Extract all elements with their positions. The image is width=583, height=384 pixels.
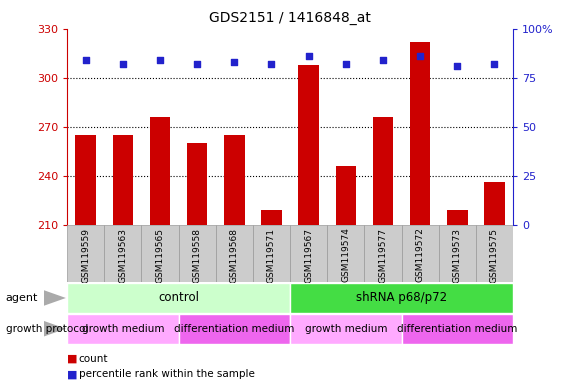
Point (118, 61, 128, 67)
Text: GSM119568: GSM119568 (230, 227, 239, 283)
Bar (484, 182, 505, 225)
Point (267, 61, 276, 67)
Bar (364, 225, 402, 282)
Bar (402, 225, 438, 282)
Bar (67, 225, 104, 282)
Point (192, 61, 202, 67)
Text: GSM119572: GSM119572 (416, 227, 424, 282)
Text: differentiation medium: differentiation medium (174, 324, 294, 334)
Bar (261, 210, 282, 225)
Text: GSM119575: GSM119575 (490, 227, 499, 283)
Point (452, 63, 462, 69)
Bar (290, 225, 327, 282)
Text: agent: agent (6, 293, 38, 303)
Text: GSM119577: GSM119577 (378, 227, 388, 283)
Bar (216, 225, 253, 282)
Bar (298, 65, 319, 225)
Polygon shape (44, 321, 66, 336)
Text: differentiation medium: differentiation medium (397, 324, 518, 334)
Bar (178, 314, 290, 344)
Bar (327, 225, 364, 282)
Text: GSM119559: GSM119559 (81, 227, 90, 283)
Polygon shape (44, 290, 66, 306)
Text: GSM119563: GSM119563 (118, 227, 127, 283)
Point (81, 57, 90, 63)
Point (230, 59, 239, 65)
Text: count: count (79, 354, 108, 364)
Text: GSM119558: GSM119558 (192, 227, 202, 283)
Text: GSM119574: GSM119574 (341, 227, 350, 282)
Text: percentile rank within the sample: percentile rank within the sample (79, 369, 255, 379)
Bar (67, 314, 178, 344)
Bar (141, 225, 178, 282)
Bar (150, 117, 170, 225)
Text: growth medium: growth medium (82, 324, 164, 334)
Text: growth medium: growth medium (304, 324, 387, 334)
Bar (373, 117, 393, 225)
Bar (336, 166, 356, 225)
Bar (187, 143, 208, 225)
Text: GSM119573: GSM119573 (453, 227, 462, 283)
Bar (253, 225, 290, 282)
Point (490, 61, 499, 67)
Bar (75, 135, 96, 225)
Text: GSM119571: GSM119571 (267, 227, 276, 283)
Bar (290, 283, 513, 313)
Bar (438, 225, 476, 282)
Bar (113, 135, 133, 225)
Point (304, 53, 313, 59)
Point (155, 57, 164, 63)
Point (341, 61, 350, 67)
Text: ■: ■ (67, 369, 78, 379)
Bar (476, 225, 513, 282)
Bar (290, 314, 402, 344)
Text: control: control (158, 291, 199, 305)
Bar (104, 225, 141, 282)
Text: GSM119567: GSM119567 (304, 227, 313, 283)
Bar (224, 135, 244, 225)
Point (416, 53, 425, 59)
Point (378, 57, 388, 63)
Text: ■: ■ (67, 354, 78, 364)
Bar (67, 283, 290, 313)
Text: shRNA p68/p72: shRNA p68/p72 (356, 291, 447, 305)
Bar (410, 42, 430, 225)
Text: GSM119565: GSM119565 (156, 227, 164, 283)
Title: GDS2151 / 1416848_at: GDS2151 / 1416848_at (209, 11, 371, 25)
Text: growth protocol: growth protocol (6, 324, 88, 334)
Bar (402, 314, 513, 344)
Bar (178, 225, 216, 282)
Bar (447, 210, 468, 225)
